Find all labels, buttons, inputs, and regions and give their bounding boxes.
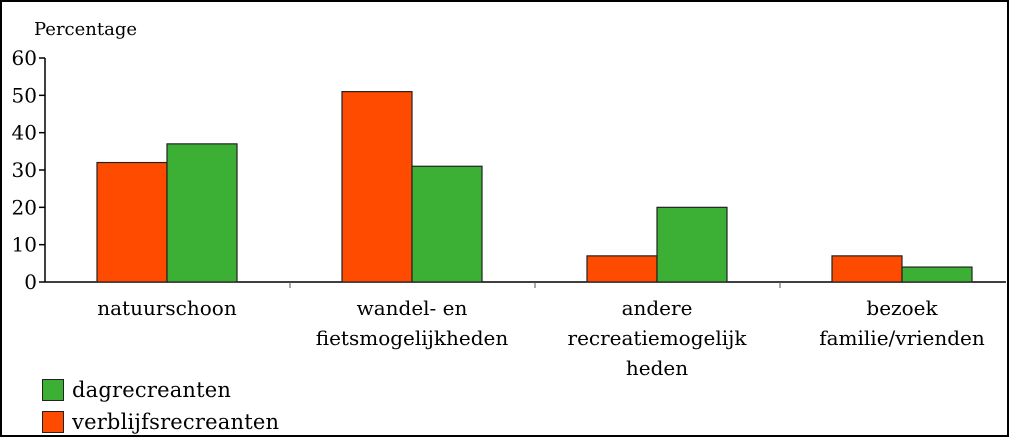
bar-verblijfsrecreanten-3 bbox=[831, 255, 903, 283]
y-tick-label: 40 bbox=[12, 121, 37, 145]
x-tick-label: heden bbox=[626, 356, 688, 380]
bar-dagrecreanten-1 bbox=[411, 165, 483, 283]
x-tick-label: familie/vrienden bbox=[819, 326, 985, 350]
bar-dagrecreanten-0 bbox=[166, 143, 238, 283]
x-tick-label: recreatiemogelijk bbox=[568, 326, 748, 350]
x-tick-label: wandel- en bbox=[357, 296, 468, 320]
legend-item-dagrecreanten: dagrecreanten bbox=[42, 374, 279, 406]
legend: dagrecreanten verblijfsrecreanten bbox=[42, 374, 280, 435]
bar-verblijfsrecreanten-2 bbox=[586, 255, 658, 283]
y-tick-label: 50 bbox=[12, 83, 37, 107]
y-tick-label: 60 bbox=[12, 46, 37, 70]
legend-label: verblijfsrecreanten bbox=[72, 410, 280, 434]
x-tick-label: andere bbox=[622, 296, 693, 320]
bar-dagrecreanten-2 bbox=[656, 206, 728, 283]
x-tick-label: natuurschoon bbox=[97, 296, 237, 320]
legend-swatch bbox=[42, 379, 64, 401]
y-tick-label: 0 bbox=[24, 270, 37, 294]
x-tick-label: bezoek bbox=[866, 296, 938, 320]
y-tick-label: 30 bbox=[12, 158, 37, 182]
y-tick-label: 20 bbox=[12, 195, 37, 219]
y-axis-label: Percentage bbox=[34, 19, 137, 40]
bar-verblijfsrecreanten-0 bbox=[96, 161, 168, 283]
y-tick-label: 10 bbox=[12, 233, 37, 257]
x-tick-label: fietsmogelijkheden bbox=[316, 326, 509, 350]
bar-dagrecreanten-3 bbox=[901, 266, 973, 283]
legend-item-verblijfsrecreanten: verblijfsrecreanten bbox=[42, 406, 280, 435]
bar-verblijfsrecreanten-1 bbox=[341, 90, 413, 283]
legend-swatch bbox=[42, 411, 64, 433]
legend-label: dagrecreanten bbox=[72, 378, 232, 402]
